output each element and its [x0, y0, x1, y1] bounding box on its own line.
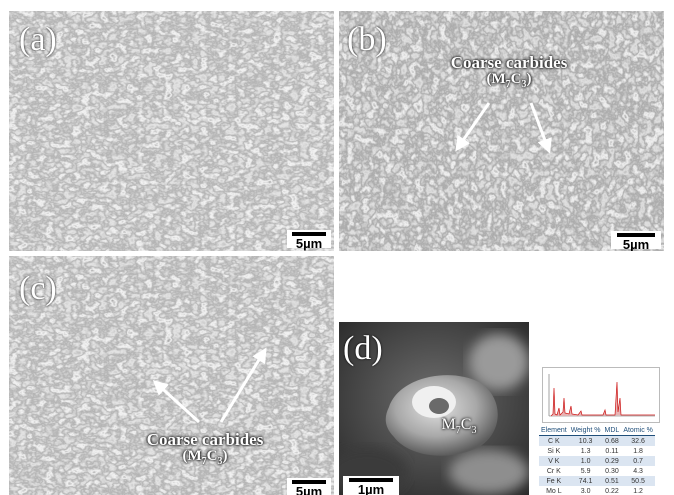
- micrograph-panel-a: (a) 5µm: [9, 11, 334, 251]
- eds-cell: C K: [539, 435, 569, 446]
- eds-result: Element Weight % MDL Atomic % C K 10.3 0.6…: [537, 367, 674, 495]
- table-row: C K 10.3 0.68 32.6: [539, 435, 655, 446]
- micrograph-texture: [339, 11, 664, 251]
- eds-header-weight: Weight %: [568, 425, 603, 436]
- eds-cell: Fe K: [539, 476, 569, 486]
- eds-cell: 5.9: [568, 466, 603, 476]
- eds-cell: Si K: [539, 446, 569, 456]
- scale-bar: 1µm: [343, 476, 399, 495]
- eds-cell: 32.6: [621, 435, 655, 446]
- carbide-formula: M7C3: [441, 416, 477, 437]
- scale-bar: 5µm: [611, 231, 661, 251]
- eds-table: Element Weight % MDL Atomic % C K 10.3 0.6…: [539, 425, 655, 495]
- eds-cell: Mo L: [539, 486, 569, 495]
- carbide-formula: (M7C3): [182, 447, 228, 467]
- eds-cell: 10.3: [568, 435, 603, 446]
- eds-cell: 4.3: [621, 466, 655, 476]
- micrograph-panel-d: (d) M7C3 1µm: [339, 322, 529, 495]
- table-row: Si K 1.3 0.11 1.8: [539, 446, 655, 456]
- eds-cell: 0.11: [602, 446, 622, 456]
- micrograph-panel-c: (c) Coarse carbides (M7C3) 5µm: [9, 256, 334, 495]
- eds-cell: 1.3: [568, 446, 603, 456]
- eds-cell: 0.29: [602, 456, 622, 466]
- eds-header-atomic: Atomic %: [621, 425, 655, 436]
- table-row: V K 1.0 0.29 0.7: [539, 456, 655, 466]
- scale-bar-label: 5µm: [295, 236, 323, 251]
- eds-cell: 0.22: [602, 486, 622, 495]
- eds-cell: 0.51: [602, 476, 622, 486]
- eds-cell: V K: [539, 456, 569, 466]
- eds-cell: 3.0: [568, 486, 603, 495]
- eds-spectrum-plot: [548, 374, 655, 417]
- carbide-formula: (M7C3): [486, 70, 532, 90]
- carbide-particle-image: [339, 322, 529, 495]
- eds-cell: 1.2: [621, 486, 655, 495]
- eds-cell: 50.5: [621, 476, 655, 486]
- eds-cell: 1.0: [568, 456, 603, 466]
- panel-label: (d): [343, 330, 383, 367]
- eds-cell: 0.30: [602, 466, 622, 476]
- panel-label: (a): [19, 21, 57, 58]
- scale-bar-label: 5µm: [295, 484, 323, 495]
- eds-header-element: Element: [539, 425, 569, 436]
- scale-bar-label: 5µm: [622, 237, 650, 251]
- carbide-annotation: Coarse carbides (M7C3): [125, 431, 285, 467]
- carbide-annotation: Coarse carbides (M7C3): [439, 54, 579, 90]
- micrograph-texture: [9, 11, 334, 251]
- table-row: Cr K 5.9 0.30 4.3: [539, 466, 655, 476]
- scale-bar: 5µm: [287, 478, 331, 495]
- eds-spectrum: [542, 367, 660, 423]
- eds-cell: Cr K: [539, 466, 569, 476]
- scale-bar: 5µm: [287, 230, 331, 251]
- scale-bar-label: 1µm: [357, 482, 385, 495]
- micrograph-panel-b: (b) Coarse carbides (M7C3) 5µm: [339, 11, 664, 251]
- eds-cell: 0.7: [621, 456, 655, 466]
- annotation-text: Coarse carbides: [450, 53, 568, 72]
- eds-cell: 74.1: [568, 476, 603, 486]
- annotation-text: Coarse carbides: [146, 430, 264, 449]
- panel-label: (b): [347, 21, 387, 58]
- eds-cell: 0.68: [602, 435, 622, 446]
- panel-label: (c): [19, 270, 57, 307]
- eds-cell: 1.8: [621, 446, 655, 456]
- micrograph-texture: [9, 256, 334, 495]
- table-row: Mo L 3.0 0.22 1.2: [539, 486, 655, 495]
- table-row: Fe K 74.1 0.51 50.5: [539, 476, 655, 486]
- eds-header-mdl: MDL: [602, 425, 622, 436]
